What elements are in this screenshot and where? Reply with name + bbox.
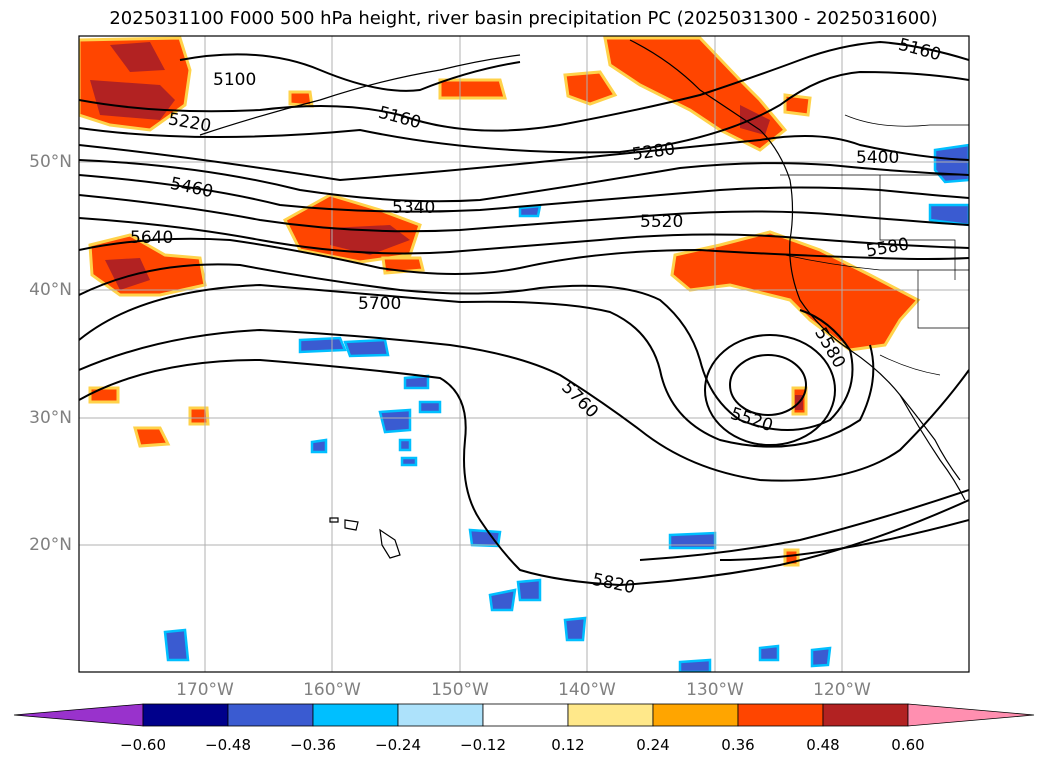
colorbar-segment xyxy=(822,703,909,727)
colorbar-tick-label: −0.24 xyxy=(375,736,421,754)
lon-label: 170°W xyxy=(176,680,234,700)
lat-label: 50°N xyxy=(29,152,72,172)
contour-label: 5640 xyxy=(130,228,174,248)
colorbar-extend-low xyxy=(13,703,144,727)
colorbar-segment xyxy=(567,703,654,727)
contour-label: 5100 xyxy=(213,70,257,90)
colorbar-tick-label: −0.48 xyxy=(205,736,251,754)
lon-label: 130°W xyxy=(686,680,744,700)
contour-label: 5700 xyxy=(358,294,402,314)
lon-label: 160°W xyxy=(303,680,361,700)
colorbar-segment xyxy=(227,703,314,727)
colorbar xyxy=(13,703,1035,727)
lat-label: 30°N xyxy=(29,408,72,428)
lon-label: 140°W xyxy=(558,680,616,700)
colorbar-segment xyxy=(312,703,399,727)
map-frame xyxy=(78,35,970,673)
colorbar-tick-label: 0.36 xyxy=(721,736,755,754)
colorbar-segment xyxy=(652,703,739,727)
colorbar-tick-label: −0.36 xyxy=(290,736,336,754)
colorbar-tick-label: 0.48 xyxy=(806,736,840,754)
lat-label: 20°N xyxy=(29,535,72,555)
lon-label: 150°W xyxy=(431,680,489,700)
colorbar-tick-label: 0.60 xyxy=(891,736,925,754)
colorbar-tick-label: −0.12 xyxy=(460,736,506,754)
colorbar-segment xyxy=(482,703,569,727)
colorbar-tick-label: 0.12 xyxy=(551,736,585,754)
colorbar-extend-high xyxy=(907,703,1035,727)
colorbar-segment xyxy=(142,703,229,727)
map-title: 2025031100 F000 500 hPa height, river ba… xyxy=(109,8,938,29)
colorbar-segment xyxy=(397,703,484,727)
height-contours xyxy=(79,40,969,587)
colorbar-tick-label: −0.60 xyxy=(120,736,166,754)
colorbar-tick-label: 0.24 xyxy=(636,736,670,754)
lon-label: 120°W xyxy=(813,680,871,700)
lat-label: 40°N xyxy=(29,280,72,300)
precip-negative-blobs xyxy=(163,143,969,672)
colorbar-segment xyxy=(737,703,824,727)
borders xyxy=(780,114,969,376)
coastlines xyxy=(199,39,966,559)
contour-label: 5400 xyxy=(856,148,900,168)
contour-label: 5340 xyxy=(392,198,436,218)
contour-label: 5520 xyxy=(640,212,684,232)
